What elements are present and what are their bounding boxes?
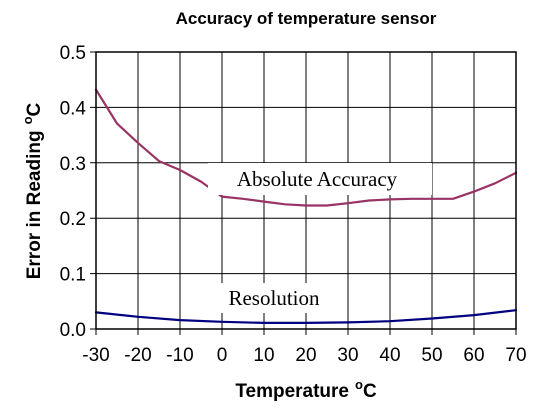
y-tick-label: 0.4: [60, 98, 87, 119]
x-tick-label: 0: [217, 345, 228, 366]
x-tick-label: 50: [421, 345, 442, 366]
y-tick-labels: 0.0 0.1 0.2 0.3 0.4 0.5: [60, 43, 87, 341]
y-axis-unit: C: [24, 102, 45, 116]
series-line: [94, 88, 518, 207]
y-tick-label: 0.1: [60, 265, 86, 286]
x-axis-degree: o: [355, 377, 363, 392]
x-tick-label: 10: [253, 345, 274, 366]
x-axis-title: Temperature oC: [235, 377, 377, 402]
x-tick-label: 40: [379, 345, 400, 366]
plot-frame: [95, 51, 517, 330]
y-tick-label: 0.5: [60, 43, 86, 64]
series-label: Absolute Accuracy: [237, 167, 398, 191]
series-label-background: [208, 283, 340, 313]
chart-title: Accuracy of temperature sensor: [176, 9, 437, 28]
x-axis-label: Temperature: [235, 381, 349, 402]
x-tick-label: 20: [295, 345, 316, 366]
x-tick-label: -30: [82, 345, 109, 366]
y-tick-label: 0.3: [60, 154, 86, 175]
x-tick-label: 60: [463, 345, 484, 366]
annotations: Absolute Accuracy Resolution: [208, 163, 432, 313]
y-axis-label: Error in Reading: [24, 130, 45, 279]
y-tick-label: 0.0: [60, 320, 86, 341]
x-tick-label: -10: [166, 345, 193, 366]
x-tick-label: -20: [124, 345, 151, 366]
x-axis-unit: C: [363, 381, 377, 402]
series-label: Resolution: [228, 286, 320, 310]
x-tick-labels: -30 -20 -10 0 10 20 30 40 50 60 70: [82, 345, 526, 366]
y-axis-degree: o: [20, 116, 35, 124]
y-axis-title: Error in Reading oC: [20, 102, 45, 279]
series-label-background: [208, 163, 432, 195]
series-line: [94, 309, 518, 324]
x-tick-label: 30: [337, 345, 358, 366]
series-layer: [94, 88, 518, 324]
y-tick-label: 0.2: [60, 209, 86, 230]
x-tick-label: 70: [505, 345, 526, 366]
